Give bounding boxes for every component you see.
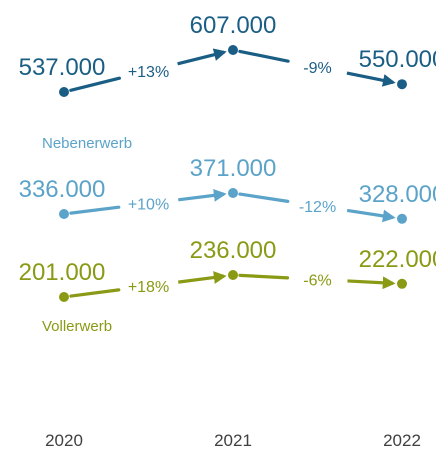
data-point — [228, 188, 238, 198]
series-group: +10% -12% 336.000 371.000 328.000 Nebenerwerb — [19, 135, 436, 224]
change-label: +10% — [128, 197, 169, 214]
series-arrow-segment — [346, 208, 396, 223]
series-line-segment — [238, 273, 290, 280]
data-point — [397, 278, 407, 289]
series-line-segment — [69, 205, 121, 215]
data-point — [59, 209, 69, 219]
data-point — [228, 270, 238, 280]
data-point — [397, 79, 407, 90]
change-label: -9% — [303, 60, 331, 77]
series-group: +18% -6% 201.000 236.000 222.000 Vollerwerb — [19, 237, 436, 335]
x-axis: 2020 2021 2022 — [45, 431, 421, 450]
value-label: 236.000 — [190, 237, 277, 264]
value-label: 328.000 — [359, 181, 436, 208]
data-point — [59, 87, 69, 97]
x-tick-label: 2022 — [383, 431, 421, 450]
x-tick-label: 2020 — [45, 431, 83, 450]
data-point — [59, 292, 69, 302]
value-label: 222.000 — [359, 246, 436, 273]
series-arrow-segment — [178, 271, 227, 284]
series-group: +13% -9% 537.000 607.000 550.000 — [19, 12, 436, 97]
series-line-segment — [69, 288, 121, 298]
series-line-segment — [238, 49, 290, 63]
series-name-label: Vollerwerb — [42, 318, 112, 335]
series-line-segment — [69, 76, 121, 92]
value-label: 201.000 — [19, 259, 106, 286]
series-arrow-segment — [346, 71, 396, 87]
series-arrow-segment — [177, 48, 227, 66]
value-label: 550.000 — [359, 46, 436, 73]
series-line-segment — [238, 192, 290, 203]
change-label: +18% — [128, 279, 169, 296]
series-name-label: Nebenerwerb — [42, 135, 132, 152]
change-label: -12% — [299, 199, 336, 216]
data-point — [228, 45, 238, 55]
series-arrow-segment — [178, 189, 227, 202]
data-point — [397, 213, 407, 224]
value-label: 336.000 — [19, 176, 106, 203]
value-label: 371.000 — [190, 155, 277, 182]
series-layer: +13% -9% 537.000 607.000 550.000 +10% -12% 336.… — [19, 12, 436, 335]
x-tick-label: 2021 — [214, 431, 252, 450]
change-label: -6% — [303, 272, 331, 289]
series-arrow-segment — [347, 276, 396, 290]
value-label: 607.000 — [190, 12, 277, 39]
change-label: +13% — [128, 64, 169, 81]
value-label: 537.000 — [19, 54, 106, 81]
